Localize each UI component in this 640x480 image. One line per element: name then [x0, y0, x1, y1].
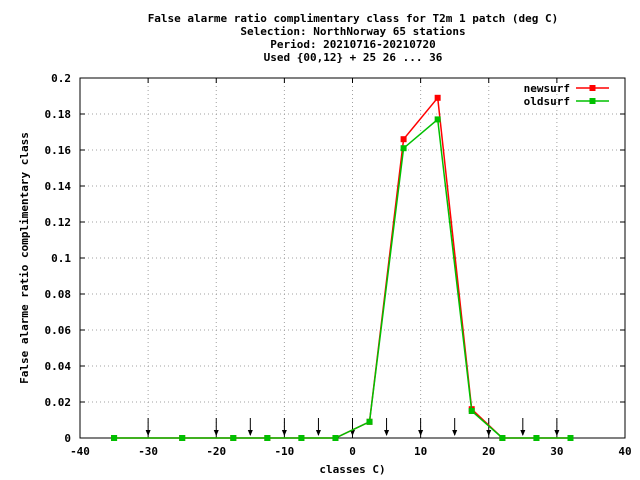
x-tick-label: 30	[550, 445, 563, 458]
series-newsurf	[111, 94, 574, 441]
title-line: False alarme ratio complimentary class f…	[148, 12, 559, 25]
class-arrow	[145, 418, 151, 436]
class-arrow	[315, 418, 321, 436]
y-tick-label: 0.02	[45, 396, 72, 409]
x-tick-label: 10	[414, 445, 427, 458]
data-point-newsurf	[400, 136, 407, 143]
class-arrow	[350, 418, 355, 436]
class-arrow-head	[145, 430, 151, 436]
legend-marker-newsurf	[589, 85, 596, 91]
x-tick-label: -40	[70, 445, 90, 458]
data-point-oldsurf	[111, 435, 118, 441]
data-point-oldsurf	[499, 435, 506, 441]
x-tick-label: 20	[482, 445, 495, 458]
y-tick-label: 0.1	[51, 252, 71, 265]
y-tick-label: 0.04	[45, 360, 72, 373]
title-line: Selection: NorthNorway 65 stations	[240, 25, 465, 38]
class-arrow	[281, 418, 287, 436]
data-point-oldsurf	[434, 116, 441, 123]
class-arrows	[145, 418, 560, 436]
class-arrow	[247, 418, 253, 436]
class-arrow-head	[486, 430, 492, 436]
class-arrow-head	[554, 430, 560, 436]
y-tick-label: 0.16	[45, 144, 72, 157]
class-arrow-head	[247, 430, 253, 436]
x-axis-label: classes C)	[319, 463, 385, 476]
data-point-oldsurf	[264, 435, 271, 441]
class-arrow	[520, 418, 526, 436]
legend-marker-oldsurf	[589, 98, 596, 104]
y-tick-label: 0.12	[45, 216, 72, 229]
class-arrow-head	[350, 430, 355, 436]
class-arrow-head	[315, 430, 321, 436]
x-tick-label: 0	[349, 445, 356, 458]
class-arrow-head	[384, 430, 390, 436]
axis-ticks: -40 -30 -20 -10 0 10 20 30 40 0 0.02 0.04 0.06 0.08 0.…	[45, 72, 632, 458]
class-arrow-head	[213, 430, 219, 436]
data-point-oldsurf	[332, 435, 339, 441]
class-arrow	[452, 418, 458, 436]
class-arrow-head	[281, 430, 287, 436]
class-arrow-head	[452, 430, 458, 436]
data-point-newsurf	[434, 94, 441, 101]
class-arrow	[213, 418, 219, 436]
x-tick-label: -30	[138, 445, 158, 458]
y-tick-label: 0.2	[51, 72, 71, 85]
data-point-oldsurf	[230, 435, 237, 441]
data-point-oldsurf	[366, 418, 373, 425]
chart-title: False alarme ratio complimentary class f…	[148, 12, 559, 64]
y-tick-label: 0.14	[45, 180, 72, 193]
class-arrow	[554, 418, 560, 436]
data-point-oldsurf	[567, 435, 574, 441]
grid	[80, 78, 625, 438]
y-tick-label: 0.06	[45, 324, 72, 337]
y-tick-label: 0.18	[45, 108, 72, 121]
series-line-newsurf	[114, 95, 571, 439]
data-point-oldsurf	[179, 435, 186, 441]
class-arrow	[418, 418, 424, 436]
class-arrow-head	[418, 430, 424, 436]
y-tick-label: 0	[64, 432, 71, 445]
y-tick-label: 0.08	[45, 288, 72, 301]
title-line: Period: 20210716-20210720	[270, 38, 436, 51]
data-point-oldsurf	[298, 435, 305, 441]
series	[111, 94, 574, 441]
series-line-oldsurf	[114, 117, 571, 439]
legend-label-newsurf: newsurf	[524, 82, 570, 95]
title-line: Used {00,12} + 25 26 ... 36	[264, 51, 443, 64]
x-tick-label: 40	[618, 445, 631, 458]
y-axis-label: False alarme ratio complimentary class	[18, 132, 31, 384]
class-arrow-head	[520, 430, 526, 436]
data-point-oldsurf	[400, 145, 407, 152]
series-oldsurf	[111, 116, 574, 441]
x-tick-label: -10	[274, 445, 294, 458]
data-point-oldsurf	[468, 408, 475, 414]
x-tick-label: -20	[206, 445, 226, 458]
class-arrow	[384, 418, 390, 436]
legend-label-oldsurf: oldsurf	[524, 95, 570, 108]
data-point-oldsurf	[533, 435, 540, 441]
